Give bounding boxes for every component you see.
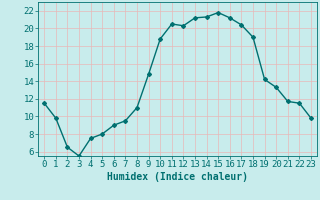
X-axis label: Humidex (Indice chaleur): Humidex (Indice chaleur)	[107, 172, 248, 182]
